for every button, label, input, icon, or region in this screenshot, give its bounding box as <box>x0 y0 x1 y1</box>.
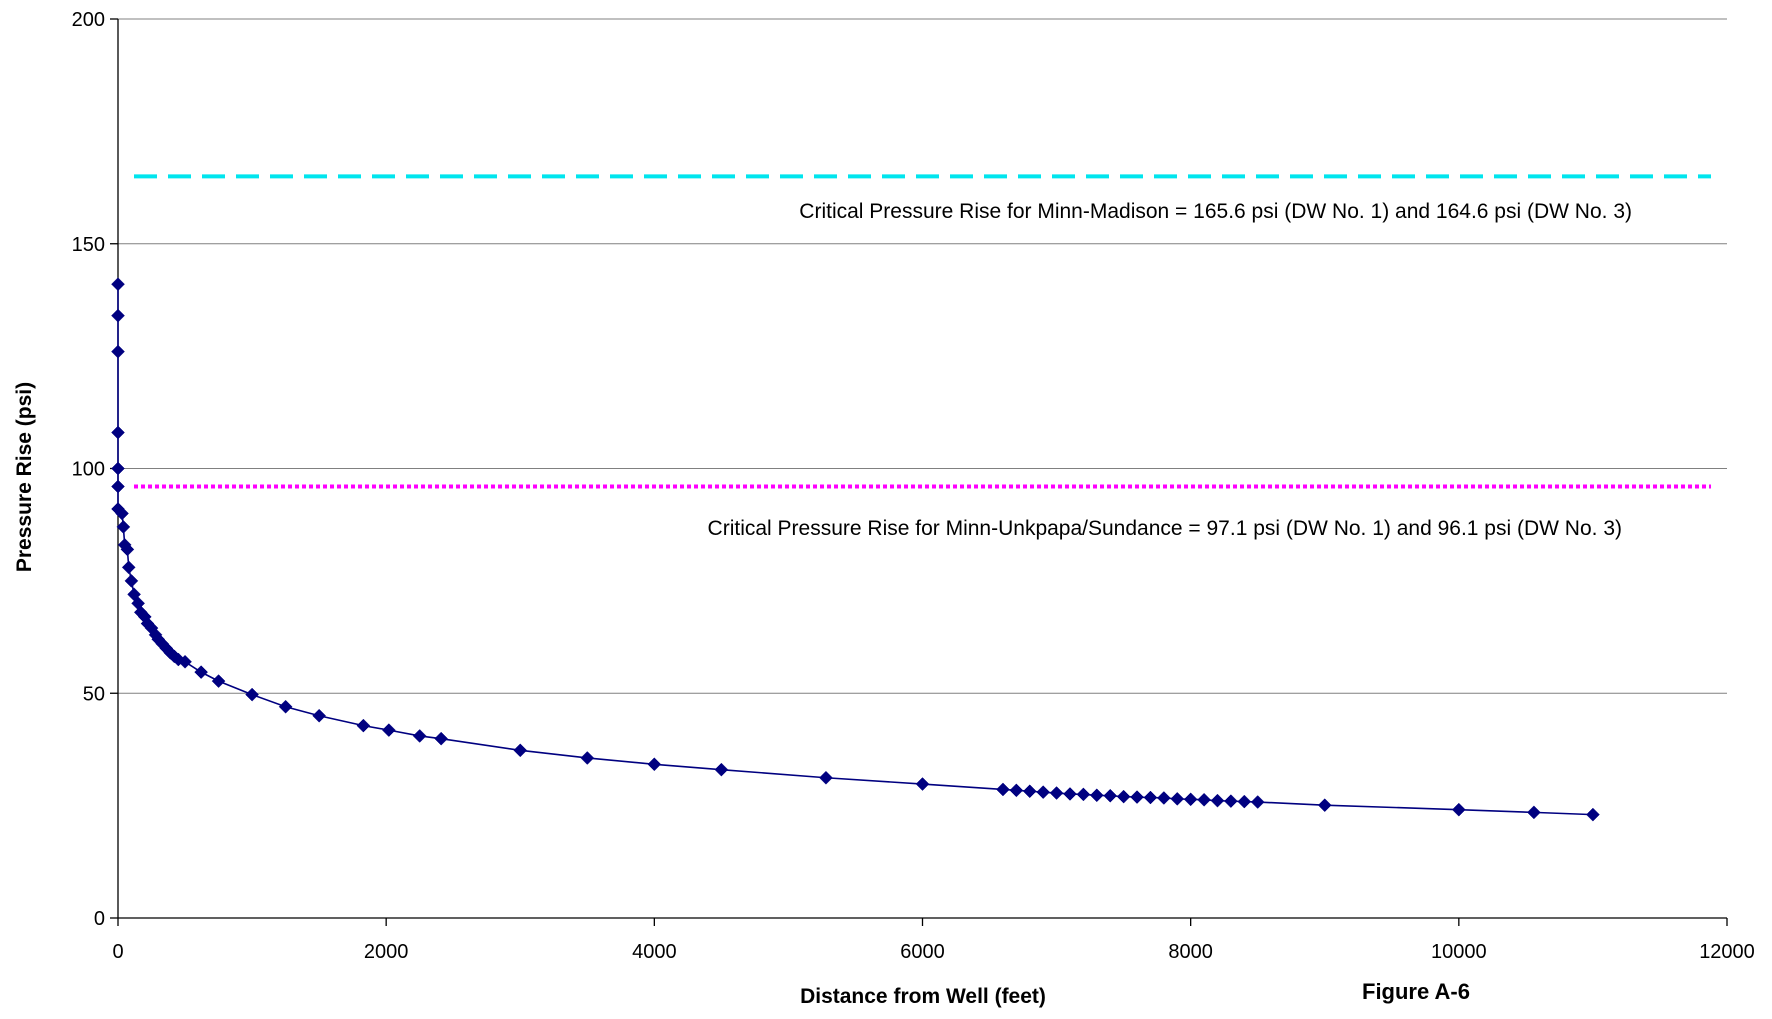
y-axis-title: Pressure Rise (psi) <box>13 382 36 572</box>
data-point <box>115 506 129 521</box>
data-point <box>111 479 125 494</box>
data-point <box>381 723 396 737</box>
y-tick-label: 0 <box>94 908 105 930</box>
data-point <box>819 770 833 785</box>
data-point <box>278 699 293 714</box>
figure-label: Figure A-6 <box>1362 979 1470 1004</box>
data-point <box>120 542 135 557</box>
data-point <box>312 708 326 723</box>
series-line <box>117 284 1593 816</box>
data-point <box>915 777 930 791</box>
x-axis-title: Distance from Well (feet) <box>800 985 1046 1008</box>
data-point <box>111 344 125 359</box>
x-tick-label: 6000 <box>900 941 945 963</box>
data-point <box>245 687 259 702</box>
data-series <box>111 277 1600 822</box>
chart-text: Critical Pressure Rise for Minn-Madison … <box>13 200 1632 1008</box>
data-point <box>714 762 729 777</box>
data-point <box>580 751 595 765</box>
data-point <box>1103 788 1118 803</box>
data-point <box>1116 789 1131 804</box>
data-point <box>1063 787 1077 801</box>
x-tick-label: 0 <box>112 941 123 963</box>
madison-annotation: Critical Pressure Rise for Minn-Madison … <box>799 200 1632 223</box>
data-point <box>647 757 662 772</box>
x-tick-label: 12000 <box>1699 941 1755 963</box>
data-point <box>412 729 427 743</box>
data-point <box>996 782 1010 797</box>
data-point <box>1237 794 1252 809</box>
gridlines <box>118 18 1727 694</box>
data-point <box>1210 793 1225 808</box>
data-point <box>434 731 448 746</box>
data-point <box>124 574 139 588</box>
data-point <box>513 743 528 758</box>
data-point <box>1183 792 1198 807</box>
data-point <box>1036 785 1051 799</box>
x-tick-label: 8000 <box>1168 941 1213 963</box>
y-tick-label: 100 <box>72 459 105 481</box>
data-point <box>1143 790 1158 805</box>
data-point <box>111 461 125 476</box>
data-point <box>1250 795 1265 809</box>
reference-lines <box>134 174 1711 489</box>
data-point <box>1586 807 1600 822</box>
data-point <box>1130 790 1144 804</box>
x-tick-label: 2000 <box>364 941 409 963</box>
data-point <box>111 425 125 440</box>
data-point <box>121 560 136 575</box>
data-point <box>356 718 371 733</box>
data-point <box>1022 784 1037 799</box>
data-point <box>1076 787 1091 802</box>
data-point <box>194 665 208 679</box>
data-point <box>1224 794 1238 808</box>
y-tick-label: 50 <box>83 683 105 705</box>
data-point <box>1317 798 1332 813</box>
x-tick-label: 10000 <box>1431 941 1487 963</box>
data-point <box>1049 786 1064 800</box>
y-tick-label: 150 <box>72 234 105 256</box>
data-point <box>1197 792 1211 807</box>
unkpapa-annotation: Critical Pressure Rise for Minn-Unkpapa/… <box>708 517 1622 540</box>
data-point <box>178 654 192 669</box>
data-point <box>111 308 125 323</box>
data-point <box>211 674 226 688</box>
data-point <box>1089 788 1104 803</box>
x-tick-label: 4000 <box>632 941 677 963</box>
data-point <box>111 277 125 292</box>
data-point <box>1451 802 1466 817</box>
data-point <box>1170 792 1185 806</box>
data-point <box>116 520 131 534</box>
data-point <box>1527 805 1541 820</box>
y-tick-label: 200 <box>72 9 105 31</box>
data-point <box>1156 791 1171 805</box>
data-point <box>1009 783 1024 798</box>
